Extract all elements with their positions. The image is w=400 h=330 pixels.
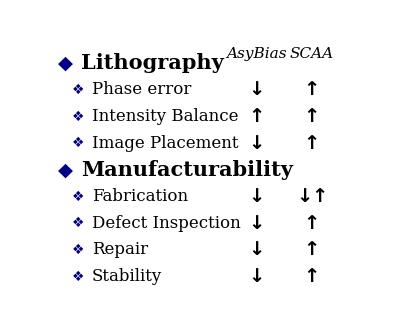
- Text: ↓: ↓: [248, 267, 264, 286]
- Text: ↓: ↓: [248, 134, 264, 153]
- Text: ↓: ↓: [296, 187, 312, 206]
- Text: Lithography: Lithography: [81, 53, 224, 73]
- Text: ❖: ❖: [72, 136, 84, 150]
- Text: ◆: ◆: [58, 160, 73, 180]
- Text: Image Placement: Image Placement: [92, 135, 238, 152]
- Text: ↑: ↑: [248, 107, 264, 126]
- Text: ❖: ❖: [72, 83, 84, 97]
- Text: ↓: ↓: [248, 187, 264, 206]
- Text: Fabrication: Fabrication: [92, 188, 188, 205]
- Text: Repair: Repair: [92, 242, 148, 258]
- Text: ❖: ❖: [72, 243, 84, 257]
- Text: ↑: ↑: [304, 267, 320, 286]
- Text: ❖: ❖: [72, 216, 84, 230]
- Text: Manufacturability: Manufacturability: [81, 160, 293, 180]
- Text: ↓: ↓: [248, 80, 264, 99]
- Text: ↑: ↑: [304, 80, 320, 99]
- Text: ↑: ↑: [312, 187, 328, 206]
- Text: Intensity Balance: Intensity Balance: [92, 108, 238, 125]
- Text: ❖: ❖: [72, 189, 84, 204]
- Text: SCAA: SCAA: [290, 47, 334, 61]
- Text: ↑: ↑: [304, 134, 320, 153]
- Text: ❖: ❖: [72, 270, 84, 283]
- Text: Phase error: Phase error: [92, 82, 191, 98]
- Text: Stability: Stability: [92, 268, 162, 285]
- Text: AsyBias: AsyBias: [226, 47, 286, 61]
- Text: ↓: ↓: [248, 241, 264, 259]
- Text: ↓: ↓: [248, 214, 264, 233]
- Text: ❖: ❖: [72, 110, 84, 123]
- Text: ◆: ◆: [58, 54, 73, 73]
- Text: ↑: ↑: [304, 241, 320, 259]
- Text: ↑: ↑: [304, 107, 320, 126]
- Text: ↑: ↑: [304, 214, 320, 233]
- Text: Defect Inspection: Defect Inspection: [92, 215, 241, 232]
